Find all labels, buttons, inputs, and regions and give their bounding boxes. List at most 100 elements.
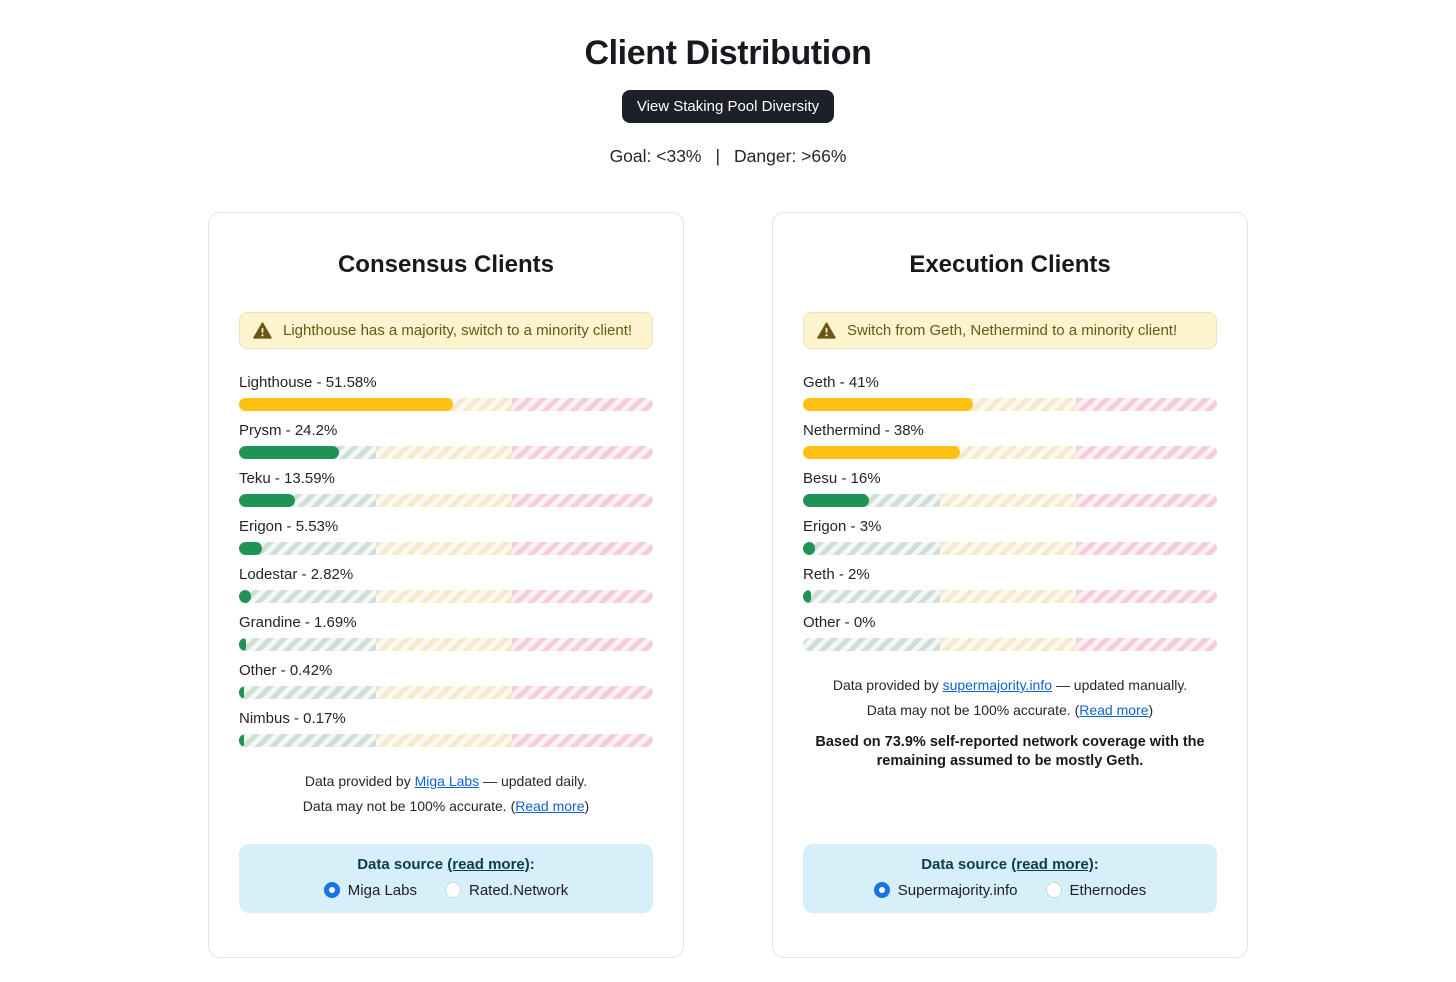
client-row: Erigon - 5.53% <box>239 518 653 555</box>
accuracy-prefix: Data may not be 100% accurate. ( <box>866 701 1080 718</box>
client-label: Other - 0.42% <box>239 662 333 679</box>
threshold-line: Goal: <33% | Danger: >66% <box>208 146 1248 167</box>
client-label: Lighthouse - 51.58% <box>239 374 377 391</box>
client-label: Lodestar - 2.82% <box>239 566 354 583</box>
client-label: Prysm - 24.2% <box>239 422 338 439</box>
client-row: Lighthouse - 51.58% <box>239 374 653 411</box>
client-row: Prysm - 24.2% <box>239 422 653 459</box>
client-row: Other - 0.42% <box>239 662 653 699</box>
data-source-option-label: Miga Labs <box>347 881 417 899</box>
data-source-option[interactable]: Supermajority.info <box>873 882 1018 899</box>
bar-zone-warning <box>939 446 1077 459</box>
accuracy-prefix: Data may not be 100% accurate. ( <box>302 797 516 814</box>
warning-icon <box>253 322 272 339</box>
accuracy-link[interactable]: Read more <box>1079 701 1149 718</box>
client-share-fill <box>803 446 961 459</box>
client-share-fill <box>803 542 816 555</box>
client-share-bar <box>239 398 653 411</box>
data-source-read-more-link[interactable]: (read more) <box>447 855 530 873</box>
data-source-option-label: Ethernodes <box>1069 881 1147 899</box>
client-share-bar <box>239 734 653 747</box>
client-share-bar <box>803 398 1217 411</box>
bar-zone-goal <box>239 686 376 699</box>
provider-link[interactable]: Miga Labs <box>414 773 480 789</box>
data-source-option[interactable]: Miga Labs <box>323 881 417 899</box>
bar-zone-danger <box>512 446 653 459</box>
data-source-option[interactable]: Rated.Network <box>445 882 568 899</box>
client-row: Nimbus - 0.17% <box>239 710 653 747</box>
data-source-wrap: Data source (read more): Miga Labs Rated… <box>239 822 653 913</box>
client-row: Erigon - 3% <box>803 518 1217 555</box>
client-row: Teku - 13.59% <box>239 470 653 507</box>
data-source-read-more-link[interactable]: (read more) <box>1011 855 1094 873</box>
client-row: Lodestar - 2.82% <box>239 566 653 603</box>
client-share-bar <box>239 542 653 555</box>
client-share-bar <box>239 494 653 507</box>
client-row: Nethermind - 38% <box>803 422 1217 459</box>
bar-zone-warning <box>939 590 1077 603</box>
client-share-fill <box>239 494 296 507</box>
bar-zone-warning <box>375 638 513 651</box>
card-footnotes: Data provided by supermajority.info — up… <box>803 676 1217 772</box>
client-share-fill <box>239 686 244 699</box>
provider-suffix: — updated daily. <box>479 773 588 789</box>
client-share-bar <box>803 590 1217 603</box>
radio-icon[interactable] <box>323 882 340 899</box>
data-source-title-suffix: : <box>529 855 535 873</box>
provider-line: Data provided by Miga Labs — updated dai… <box>239 772 653 791</box>
data-source-title-prefix: Data source <box>921 855 1012 873</box>
client-share-fill <box>239 398 453 411</box>
provider-link[interactable]: supermajority.info <box>942 677 1053 693</box>
bar-zone-goal <box>239 590 376 603</box>
accuracy-suffix: ) <box>1148 701 1154 718</box>
client-share-fill <box>803 494 870 507</box>
client-share-fill <box>239 590 251 603</box>
radio-icon[interactable] <box>1045 882 1062 899</box>
bar-zone-warning <box>375 686 513 699</box>
client-share-fill <box>803 398 973 411</box>
accuracy-link[interactable]: Read more <box>515 797 585 814</box>
bar-zone-danger <box>1076 494 1217 507</box>
client-label: Nimbus - 0.17% <box>239 710 346 727</box>
bar-zone-warning <box>375 542 513 555</box>
accuracy-line: Data may not be 100% accurate. (Read mor… <box>803 701 1217 720</box>
bar-zone-goal <box>803 542 940 555</box>
card-title: Execution Clients <box>909 251 1111 278</box>
bar-zone-warning <box>375 734 513 747</box>
data-source-wrap: Data source (read more): Supermajority.i… <box>803 822 1217 913</box>
data-source-option[interactable]: Ethernodes <box>1045 881 1147 899</box>
bar-zone-goal <box>239 734 376 747</box>
bar-zone-goal <box>803 638 940 651</box>
radio-icon[interactable] <box>873 882 890 899</box>
warning-banner: Lighthouse has a majority, switch to a m… <box>239 312 653 349</box>
client-row: Reth - 2% <box>803 566 1217 603</box>
bar-zone-danger <box>512 494 653 507</box>
bar-zone-danger <box>512 734 653 747</box>
client-share-bar <box>239 446 653 459</box>
card-title: Consensus Clients <box>337 251 555 278</box>
accuracy-line: Data may not be 100% accurate. (Read mor… <box>239 797 653 816</box>
coverage-note: Based on 73.9% self-reported network cov… <box>815 733 1205 770</box>
client-label: Geth - 41% <box>803 374 879 391</box>
client-label: Erigon - 3% <box>803 518 882 535</box>
warning-banner: Switch from Geth, Nethermind to a minori… <box>803 312 1217 349</box>
page-title: Client Distribution <box>584 34 872 72</box>
bar-zone-danger <box>512 590 653 603</box>
client-label: Teku - 13.59% <box>239 470 335 487</box>
client-row: Other - 0% <box>803 614 1217 651</box>
view-staking-pool-diversity-button[interactable]: View Staking Pool Diversity <box>621 90 835 123</box>
bar-zone-warning <box>939 542 1077 555</box>
client-row: Grandine - 1.69% <box>239 614 653 651</box>
client-label: Besu - 16% <box>803 470 881 487</box>
execution-clients-card: Execution Clients Switch from Geth, Neth… <box>772 212 1248 958</box>
client-share-fill <box>239 734 244 747</box>
bar-zone-goal <box>239 638 376 651</box>
client-label: Other - 0% <box>803 614 876 631</box>
client-label: Erigon - 5.53% <box>239 518 339 535</box>
provider-prefix: Data provided by <box>832 677 943 693</box>
client-share-bar <box>803 638 1217 651</box>
data-source-title-prefix: Data source <box>357 855 448 873</box>
bar-zone-danger <box>1076 398 1217 411</box>
bar-zone-goal <box>239 542 376 555</box>
radio-icon[interactable] <box>445 882 461 899</box>
